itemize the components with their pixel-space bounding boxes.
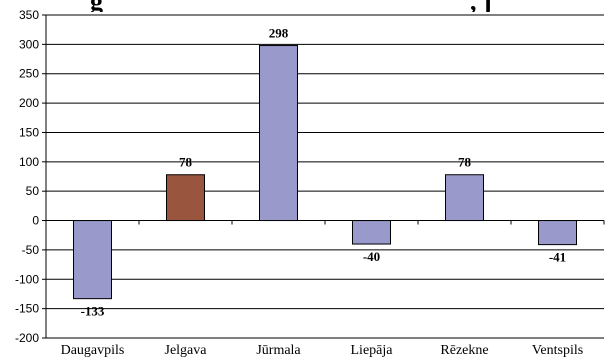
data-label: -41 xyxy=(549,250,566,265)
bar-rēzekne xyxy=(445,174,484,222)
data-label: 78 xyxy=(179,155,193,170)
x-category-label: Daugavpils xyxy=(61,343,125,358)
y-tick-label: 300 xyxy=(19,37,39,51)
x-category-label: Jūrmala xyxy=(256,343,301,358)
y-tick-label: -50 xyxy=(22,243,40,257)
y-tick-label: 350 xyxy=(19,8,39,22)
y-tick-label: -200 xyxy=(15,331,39,345)
chart-title-fragment-2: , j xyxy=(470,0,492,16)
bar-jūrmala xyxy=(259,45,298,222)
data-label: -133 xyxy=(81,304,105,319)
y-tick-label: 250 xyxy=(19,67,39,81)
data-label: -40 xyxy=(363,249,380,264)
bar-jelgava xyxy=(166,174,205,222)
y-tick-label: -100 xyxy=(15,272,39,286)
bar-liepāja xyxy=(352,220,391,245)
x-axis-categories: Daugavpils Jelgava Jūrmala Liepāja Rēzekne Ve… xyxy=(61,343,584,358)
data-label: 78 xyxy=(458,155,472,170)
y-tick-label: 150 xyxy=(19,125,39,139)
axes xyxy=(42,14,605,339)
y-tick-label: -150 xyxy=(15,302,39,316)
data-label: 298 xyxy=(269,26,289,41)
x-category-label: Ventspils xyxy=(532,343,583,358)
x-category-label: Liepāja xyxy=(351,343,394,358)
y-tick-label: 50 xyxy=(26,184,40,198)
y-tick-label: 0 xyxy=(32,214,39,228)
bar-daugavpils xyxy=(73,220,112,300)
bars xyxy=(73,45,577,300)
gridlines xyxy=(46,14,604,339)
bar-ventspils xyxy=(538,220,577,246)
y-tick-label: 200 xyxy=(19,96,39,110)
x-category-label: Jelgava xyxy=(165,343,208,358)
y-tick-label: 100 xyxy=(19,155,39,169)
data-labels: -133 78 298 -40 78 -41 xyxy=(81,26,567,319)
y-axis-ticks: 350 300 250 200 150 100 50 0 -50 -100 -150 -200 xyxy=(15,8,39,345)
x-category-label: Rēzekne xyxy=(440,343,488,358)
chart-title-fragment: g xyxy=(90,0,103,16)
